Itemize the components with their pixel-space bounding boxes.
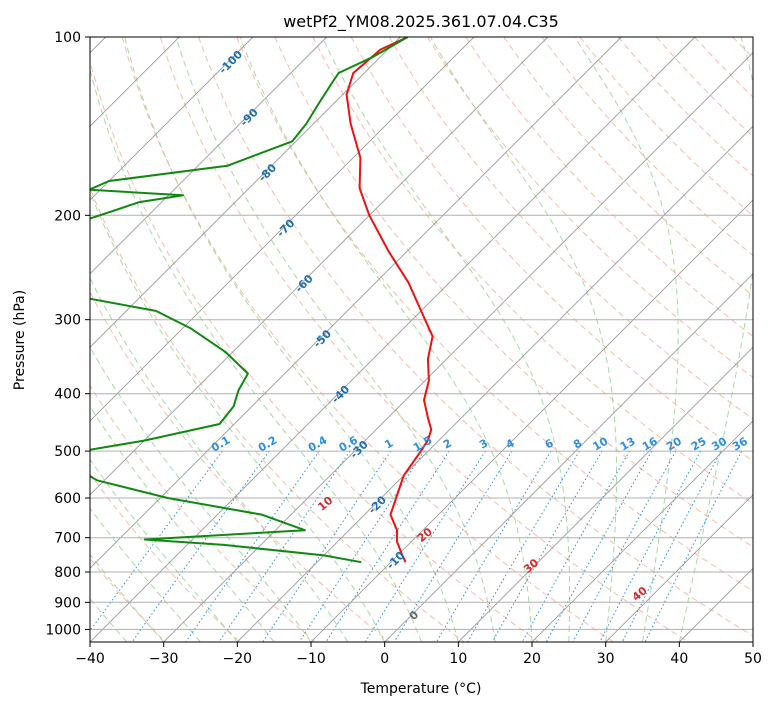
mixing-ratio-line [521,450,630,642]
y-axis-ticks: 100 200 300 400 500 600 700 800 900 1000 [45,30,90,638]
dry-adiabat-line [274,37,753,548]
y-tick-label: 200 [54,208,81,224]
mixing-ratio-line [262,450,392,642]
mixing-ratio-line [599,450,701,642]
moist-adiabat-line [573,37,679,642]
isotherm-line [310,199,753,642]
isotherm-line [90,37,254,201]
isotherm-line [90,37,622,569]
mixing-ratio-line [491,450,603,642]
mixing-ratio-line [90,450,223,632]
dry-adiabat-line [90,59,540,642]
y-tick-label: 300 [54,313,81,329]
x-tick-label: 40 [670,651,688,667]
dry-adiabat-line [426,37,753,378]
isotherm-line [236,125,753,642]
x-tick-label: −20 [223,651,253,667]
y-tick-label: 600 [54,491,81,507]
moist-adiabat-line [90,67,422,642]
mixing-ratio-line [621,450,722,642]
dry-adiabat-line [90,384,316,642]
isotherm-line [384,273,753,642]
dewpoint-series-line [90,37,409,564]
dry-adiabat-line [90,557,166,642]
x-tick-label: 20 [523,651,541,667]
isotherm-line [90,37,549,496]
dry-adiabat-line [121,37,614,642]
x-tick-label: 10 [449,651,467,667]
mixing-ratio-line [298,450,425,642]
y-tick-label: 400 [54,387,81,403]
moist-adiabat-line [90,405,275,642]
mixing-ratio-line [185,450,320,642]
isotherm-line [457,346,753,642]
isotherm-line [90,37,696,642]
chart-title: wetPf2_YM08.2025.361.07.04.C35 [283,12,559,32]
x-axis-ticks: −40 −30 −20 −10 0 10 20 30 40 50 [75,642,762,667]
pressure-grid [90,37,753,630]
moist-adiabat-line [175,37,496,642]
isotherm-line [90,37,328,275]
dry-adiabat-line [388,37,753,420]
y-tick-label: 800 [54,565,81,581]
plot-area [90,37,753,642]
mixing-ratio-line [545,450,653,642]
y-tick-label: 500 [54,444,81,460]
mixing-ratio-line [218,450,351,642]
mixing-ratio-line [572,450,677,642]
moist-adiabat-line [90,190,386,642]
dry-adiabat-line [159,37,689,642]
x-tick-label: 30 [597,651,615,667]
y-tick-label: 700 [54,531,81,547]
x-tick-label: −30 [149,651,179,667]
x-tick-label: 50 [744,651,762,667]
x-tick-label: −40 [75,651,105,667]
moist-adiabat-line [90,276,349,642]
isotherm-line [90,37,475,422]
moist-adiabat-line [90,553,165,642]
isotherm-line [531,420,753,642]
isotherm-line [90,37,401,348]
moist-adiabat-line [321,37,571,642]
y-tick-label: 100 [54,30,81,46]
moist-adiabat-line [90,458,238,642]
isotherm-line [163,52,753,642]
moist-adiabat-line [429,37,617,642]
mixing-ratio-line [644,450,743,642]
moist-adiabat-line [90,507,201,642]
x-axis-title: Temperature (°C) [360,681,482,697]
x-tick-label: −10 [296,651,326,667]
dry-adiabat-line [90,186,465,642]
moist-adiabat-line [678,37,753,642]
moist-adiabat-line [239,37,533,642]
y-tick-label: 900 [54,595,81,611]
temperature-series-line [345,37,434,563]
moist-adiabat-line [124,37,459,642]
y-axis-title: Pressure (hPa) [12,290,28,390]
isotherms [90,37,753,642]
x-tick-label: 0 [380,651,389,667]
isotherm-line [605,494,753,642]
profile-series [90,37,434,564]
moist-adiabat-line [90,597,128,642]
y-tick-label: 1000 [45,622,81,638]
plot-frame [89,36,754,643]
